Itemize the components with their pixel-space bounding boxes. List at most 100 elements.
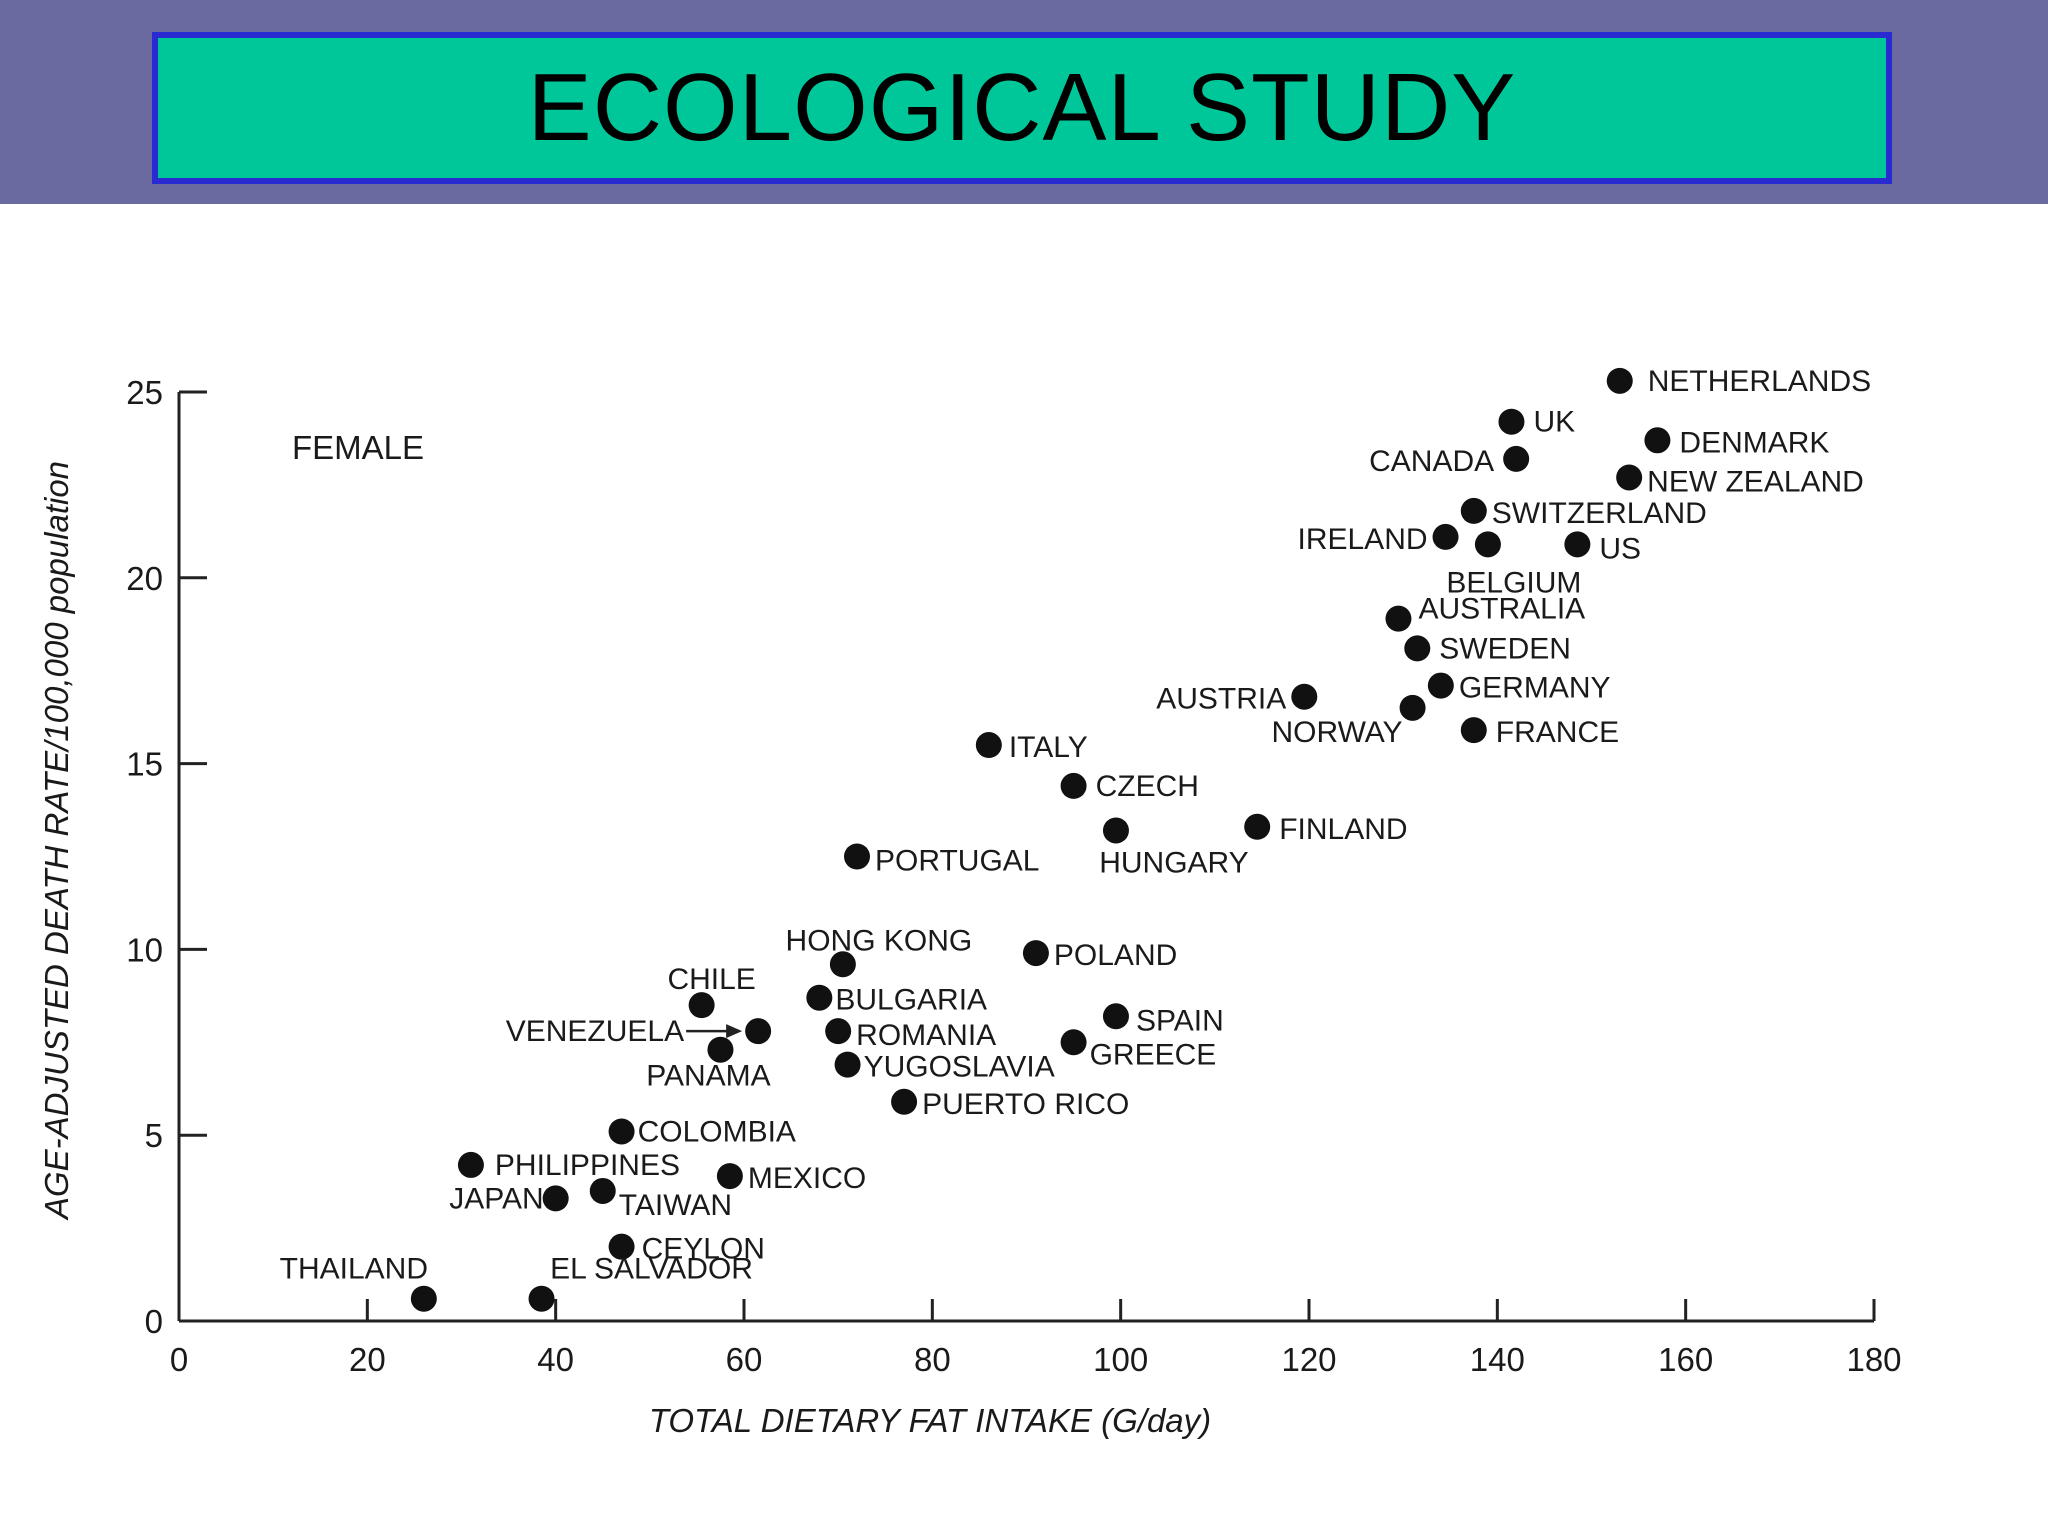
data-point <box>1564 531 1591 558</box>
point-label: PANAMA <box>646 1060 770 1093</box>
x-tick-label: 80 <box>914 1341 951 1378</box>
point-label: GREECE <box>1090 1038 1217 1071</box>
point-label: CHILE <box>667 963 755 996</box>
data-point <box>589 1177 616 1204</box>
point-label: BELGIUM <box>1446 566 1581 599</box>
data-point <box>1060 1029 1087 1056</box>
x-tick-label: 40 <box>537 1341 574 1378</box>
data-point <box>716 1163 743 1190</box>
data-point <box>1399 694 1426 721</box>
point-label: FINLAND <box>1279 813 1407 846</box>
point-label: PUERTO RICO <box>922 1088 1129 1121</box>
data-point <box>844 843 870 870</box>
point-label: SWEDEN <box>1439 632 1571 665</box>
x-tick-label: 180 <box>1846 1341 1901 1378</box>
y-tick-label: 15 <box>126 746 163 783</box>
point-label: BULGARIA <box>835 984 987 1017</box>
point-label: YUGOSLAVIA <box>864 1051 1055 1084</box>
data-point <box>608 1118 635 1145</box>
x-axis-title: TOTAL DIETARY FAT INTAKE (G/day) <box>649 1402 1211 1439</box>
data-point <box>457 1151 484 1178</box>
data-point <box>707 1036 734 1063</box>
y-tick-label: 10 <box>126 931 163 968</box>
title-box: ECOLOGICAL STUDY <box>152 32 1892 184</box>
point-label: IRELAND <box>1297 523 1427 556</box>
data-point <box>688 992 715 1019</box>
x-tick-label: 140 <box>1470 1341 1525 1378</box>
data-point <box>829 951 856 978</box>
x-tick-label: 160 <box>1658 1341 1713 1378</box>
data-point <box>975 732 1002 759</box>
data-point <box>1022 940 1049 967</box>
point-label: HONG KONG <box>786 924 973 957</box>
point-label: UK <box>1533 406 1575 439</box>
data-point <box>1244 813 1271 840</box>
axes <box>177 390 1876 1323</box>
point-label: CEYLON <box>642 1233 765 1266</box>
data-points <box>410 367 1671 1312</box>
point-label: US <box>1599 532 1641 565</box>
point-label: GERMANY <box>1459 672 1611 705</box>
point-label: NETHERLANDS <box>1648 365 1871 398</box>
y-axis-title: AGE-ADJUSTED DEATH RATE/100,000 populati… <box>38 461 75 1221</box>
x-tick-label: 0 <box>170 1341 188 1378</box>
scatter-chart: 0 20 40 60 80 100 120 140 160 180 0 5 10 15 20 25 NETHE… <box>38 365 1902 1439</box>
data-point <box>1606 367 1633 394</box>
data-point <box>745 1018 772 1045</box>
point-label: AUSTRALIA <box>1418 593 1585 626</box>
x-tick-label: 100 <box>1093 1341 1148 1378</box>
point-label: ROMANIA <box>856 1019 996 1052</box>
data-point <box>1474 531 1501 558</box>
x-tick-label: 120 <box>1281 1341 1336 1378</box>
data-point <box>1060 772 1087 799</box>
point-label: ITALY <box>1009 731 1088 764</box>
data-point <box>1404 635 1431 662</box>
point-label: COLOMBIA <box>638 1115 796 1148</box>
data-point <box>891 1088 918 1115</box>
data-point <box>1616 464 1643 491</box>
point-label: NEW ZEALAND <box>1647 465 1864 498</box>
point-label: FRANCE <box>1496 716 1619 749</box>
y-tick-label: 0 <box>145 1303 163 1340</box>
point-labels: NETHERLANDS UK DENMARK CANADA NEW ZEALANDSWI… <box>280 365 1871 1286</box>
slide-title: ECOLOGICAL STUDY <box>527 54 1517 161</box>
point-label: SWITZERLAND <box>1492 497 1707 530</box>
tick-labels: 0 20 40 60 80 100 120 140 160 180 0 5 10 15 20 25 <box>126 374 1901 1378</box>
data-point <box>1644 427 1671 454</box>
point-label: EL SALVADOR <box>550 1253 753 1286</box>
point-label: TAIWAN <box>619 1189 732 1222</box>
data-point <box>1432 523 1459 550</box>
data-point <box>1498 408 1525 435</box>
point-label: DENMARK <box>1679 426 1829 459</box>
data-point <box>1102 1003 1129 1030</box>
venezuela-arrowhead <box>726 1024 743 1039</box>
data-point <box>542 1185 569 1212</box>
point-label: PHILIPPINES <box>495 1149 680 1182</box>
point-label: NORWAY <box>1271 716 1402 749</box>
data-point <box>1102 817 1129 844</box>
point-label: THAILAND <box>280 1253 428 1286</box>
point-label: CANADA <box>1369 445 1494 478</box>
data-point <box>834 1051 861 1078</box>
data-point <box>608 1233 635 1260</box>
point-label: VENEZUELA <box>506 1015 684 1048</box>
point-label: SPAIN <box>1136 1004 1224 1037</box>
point-label: POLAND <box>1054 939 1177 972</box>
data-point <box>806 984 833 1011</box>
data-point <box>825 1018 852 1045</box>
data-point <box>1503 445 1530 472</box>
point-label: AUSTRIA <box>1156 683 1286 716</box>
panel-label: FEMALE <box>292 429 424 466</box>
data-point <box>1291 683 1318 710</box>
data-point <box>1460 717 1487 744</box>
data-point <box>1427 672 1454 699</box>
point-label: JAPAN <box>449 1182 543 1215</box>
data-point <box>410 1285 437 1312</box>
point-label: HUNGARY <box>1099 846 1248 879</box>
point-label: MEXICO <box>748 1162 866 1195</box>
point-label: CZECH <box>1096 770 1199 803</box>
y-tick-label: 5 <box>145 1117 163 1154</box>
data-point <box>528 1285 555 1312</box>
data-point <box>1385 605 1412 632</box>
y-tick-label: 25 <box>126 374 163 411</box>
